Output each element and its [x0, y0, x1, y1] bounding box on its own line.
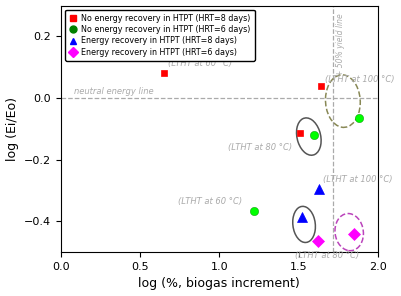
- Text: (LTHT at 80 °C): (LTHT at 80 °C): [228, 143, 292, 152]
- X-axis label: log (%, biogas increment): log (%, biogas increment): [138, 277, 300, 290]
- Text: (LTHT at 100 °C): (LTHT at 100 °C): [325, 75, 394, 83]
- Text: (LTHT at 80 °C): (LTHT at 80 °C): [295, 251, 359, 260]
- Text: neutral energy line: neutral energy line: [74, 88, 153, 96]
- Text: (LTHT at 100 °C): (LTHT at 100 °C): [323, 175, 393, 184]
- Legend: No energy recovery in HTPT (HRT=8 days), No energy recovery in HTPT (HRT=6 days): No energy recovery in HTPT (HRT=8 days),…: [65, 9, 255, 61]
- Y-axis label: log (Ei/Eo): log (Ei/Eo): [6, 97, 18, 161]
- Text: (LTHT at 60 °C): (LTHT at 60 °C): [178, 197, 242, 206]
- Text: (LTHT at 60 °C): (LTHT at 60 °C): [168, 59, 232, 68]
- Text: + 50% yield line: + 50% yield line: [336, 13, 345, 76]
